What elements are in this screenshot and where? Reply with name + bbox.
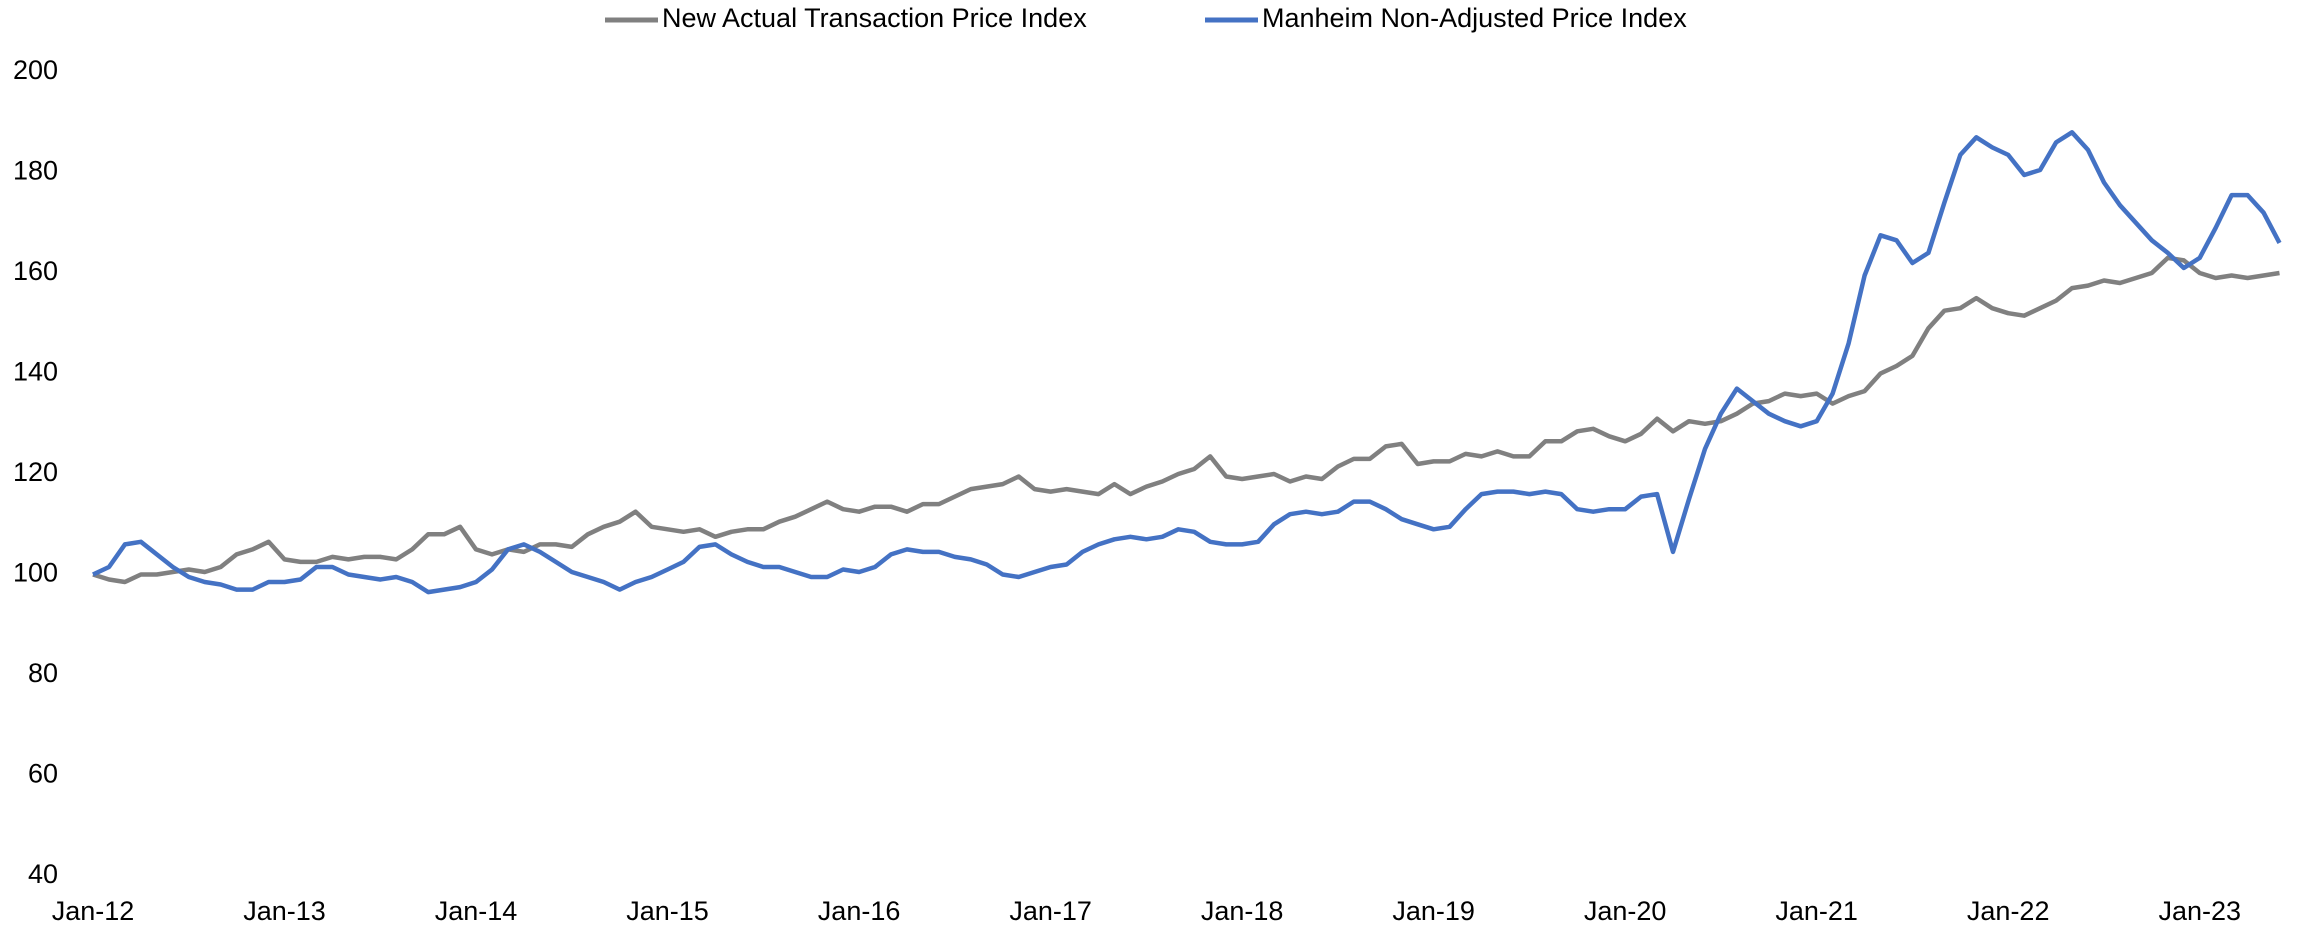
y-tick-label: 40 bbox=[28, 859, 58, 889]
y-tick-label: 120 bbox=[13, 457, 58, 487]
series-line bbox=[92, 255, 2280, 585]
x-tick-label: Jan-19 bbox=[1392, 896, 1475, 926]
x-tick-label: Jan-13 bbox=[243, 896, 326, 926]
y-tick-label: 140 bbox=[13, 357, 58, 387]
x-tick-label: Jan-16 bbox=[818, 896, 901, 926]
x-tick-label: Jan-18 bbox=[1201, 896, 1284, 926]
x-tick-label: Jan-15 bbox=[626, 896, 709, 926]
x-tick-label: Jan-17 bbox=[1009, 896, 1092, 926]
x-tick-label: Jan-14 bbox=[435, 896, 518, 926]
x-tick-label: Jan-23 bbox=[2158, 896, 2241, 926]
x-tick-label: Jan-12 bbox=[52, 896, 135, 926]
series-line bbox=[92, 130, 2282, 595]
y-tick-label: 180 bbox=[13, 156, 58, 186]
x-tick-label: Jan-21 bbox=[1775, 896, 1858, 926]
y-tick-label: 80 bbox=[28, 658, 58, 688]
y-tick-label: 60 bbox=[28, 759, 58, 789]
legend-label: New Actual Transaction Price Index bbox=[662, 3, 1087, 33]
legend-label: Manheim Non-Adjusted Price Index bbox=[1262, 3, 1687, 33]
y-tick-label: 160 bbox=[13, 256, 58, 286]
y-tick-label: 100 bbox=[13, 558, 58, 588]
x-tick-label: Jan-22 bbox=[1967, 896, 2050, 926]
x-tick-label: Jan-20 bbox=[1584, 896, 1667, 926]
y-tick-label: 200 bbox=[13, 55, 58, 85]
